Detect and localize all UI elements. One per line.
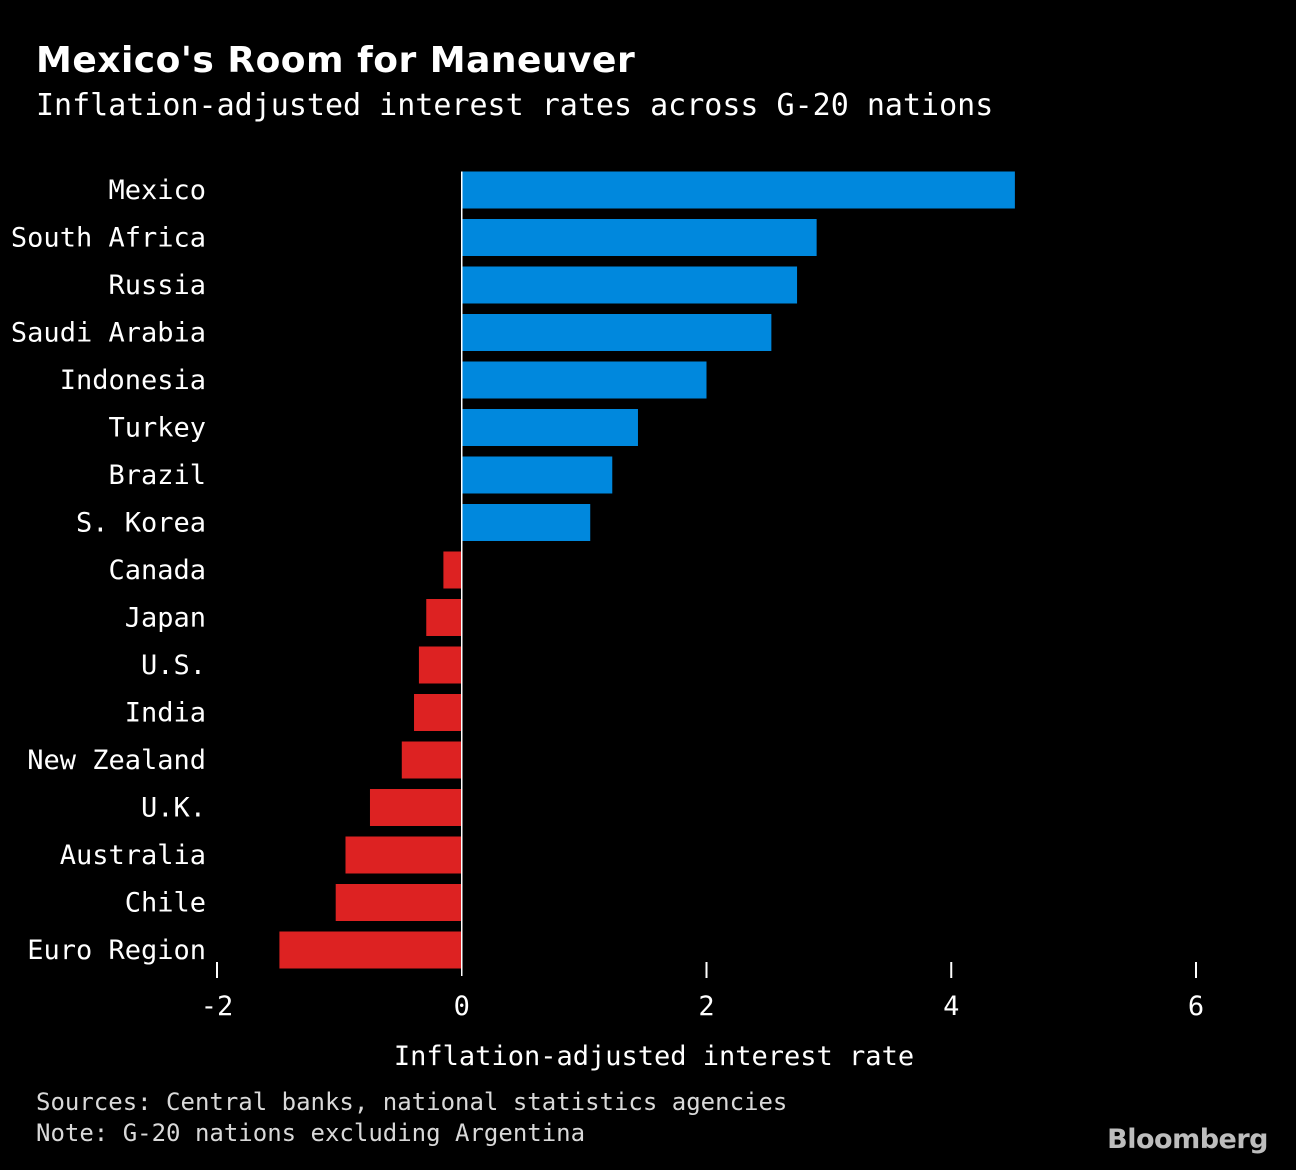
chart-subtitle: Inflation-adjusted interest rates across… xyxy=(36,88,994,123)
category-label: India xyxy=(125,698,206,729)
bar xyxy=(461,409,638,446)
bar xyxy=(401,741,462,779)
category-label: Australia xyxy=(60,840,206,871)
category-label: Mexico xyxy=(108,175,206,206)
x-tick-label: 6 xyxy=(1188,991,1204,1022)
footnote: Note: G-20 nations excluding Argentina xyxy=(36,1119,586,1147)
bar xyxy=(345,836,462,874)
category-label: Saudi Arabia xyxy=(11,318,206,349)
bar xyxy=(461,171,1015,209)
bar xyxy=(418,646,462,684)
category-label: Japan xyxy=(125,603,206,634)
category-label: Turkey xyxy=(108,413,206,444)
bar xyxy=(426,599,462,636)
category-label: Indonesia xyxy=(60,365,206,396)
category-label: U.K. xyxy=(141,793,206,824)
bar xyxy=(443,551,462,589)
chart-title: Mexico's Room for Maneuver xyxy=(36,40,636,81)
x-tick-label: -2 xyxy=(201,991,234,1022)
category-label: New Zealand xyxy=(27,745,206,776)
category-label: Brazil xyxy=(108,460,206,491)
category-label: South Africa xyxy=(11,223,206,254)
bar xyxy=(461,314,772,351)
category-label: U.S. xyxy=(141,650,206,681)
category-label: Chile xyxy=(125,888,206,919)
bar xyxy=(461,456,613,494)
bar xyxy=(369,789,462,826)
bar xyxy=(461,504,591,541)
category-label: Euro Region xyxy=(27,935,206,966)
category-label: Canada xyxy=(108,555,206,586)
x-tick-label: 4 xyxy=(943,991,959,1022)
bar xyxy=(461,219,817,256)
category-label: S. Korea xyxy=(76,508,206,539)
bar xyxy=(461,266,798,304)
bar xyxy=(461,361,707,399)
bloomberg-logo: Bloomberg xyxy=(1107,1124,1268,1155)
bar xyxy=(414,694,462,731)
x-axis-title: Inflation-adjusted interest rate xyxy=(394,1041,914,1072)
bar xyxy=(335,884,462,921)
source-note: Sources: Central banks, national statist… xyxy=(36,1088,788,1116)
x-tick-label: 0 xyxy=(454,991,470,1022)
category-label: Russia xyxy=(108,270,206,301)
x-tick-label: 2 xyxy=(698,991,714,1022)
bar xyxy=(279,931,462,969)
